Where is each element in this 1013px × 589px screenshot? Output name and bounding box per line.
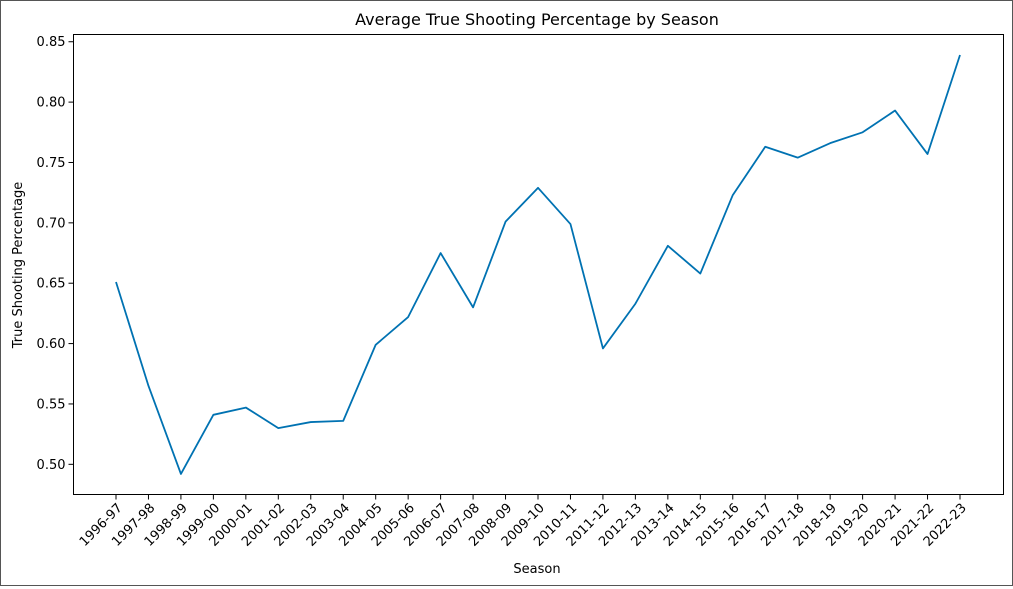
plot-area: [73, 34, 1004, 495]
y-tick-label: 0.80: [37, 96, 66, 111]
y-tick-label: 0.65: [37, 277, 66, 292]
y-axis: 0.50 0.55 0.60 0.65 0.70 0.75 0.80 0.85: [37, 35, 74, 473]
y-axis-label: True Shooting Percentage: [11, 182, 26, 350]
y-tick-label: 0.55: [37, 397, 66, 412]
series-layer: [115, 54, 961, 475]
y-tick-label: 0.75: [37, 156, 66, 171]
y-tick-label: 0.50: [37, 458, 66, 473]
x-axis-label: Season: [513, 562, 560, 577]
series-line: [115, 54, 961, 475]
x-axis: 1996-971997-981998-991999-002000-012001-…: [77, 494, 970, 550]
chart-title: Average True Shooting Percentage by Seas…: [355, 10, 719, 29]
y-tick-label: 0.60: [37, 337, 66, 352]
y-tick-label: 0.70: [37, 216, 66, 231]
y-tick-label: 0.85: [37, 35, 66, 50]
